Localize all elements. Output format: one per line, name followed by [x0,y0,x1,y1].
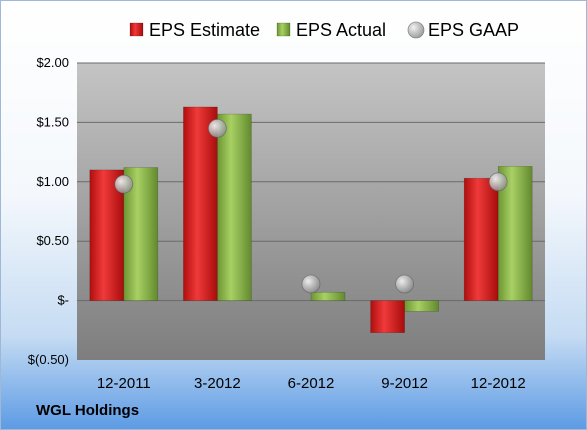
y-tick-label: $2.00 [36,55,69,70]
y-tick-label: $- [57,293,69,308]
x-category-label: 9-2012 [381,375,428,392]
y-tick-label: $1.00 [36,174,69,189]
x-category-label: 12-2012 [471,375,526,392]
y-axis-ticks: $2.00 $1.50 $1.00 $0.50 $- $(0.50) [28,55,69,367]
legend: EPS Estimate EPS Actual EPS GAAP [129,20,519,40]
y-tick-label: $1.50 [36,114,69,129]
marker-eps-gaap-9-2012 [395,274,415,294]
company-name: WGL Holdings [36,402,140,419]
x-axis-categories: 12-2011 3-2012 6-2012 9-2012 12-2012 [97,375,526,392]
y-tick-label: $(0.50) [28,352,69,367]
marker-eps-gaap-3-2012 [207,118,227,138]
legend-swatch-eps-actual [276,22,291,37]
legend-label-eps-estimate: EPS Estimate [149,20,260,40]
bar-eps-estimate-12-2011 [89,169,125,301]
marker-eps-gaap-12-2011 [114,174,134,194]
bar-eps-estimate-12-2012 [463,177,499,301]
legend-swatch-eps-gaap [407,21,425,39]
x-category-label: 12-2011 [97,375,151,392]
legend-label-eps-gaap: EPS GAAP [428,20,519,40]
bar-eps-actual-9-2012 [404,300,439,312]
gaap-markers [114,118,508,294]
bar-eps-estimate-9-2012 [370,300,405,333]
marker-eps-gaap-6-2012 [301,274,321,294]
marker-eps-gaap-12-2012 [488,172,508,192]
bar-eps-estimate-3-2012 [183,106,218,301]
x-category-label: 6-2012 [288,375,335,392]
y-tick-label: $0.50 [36,233,69,248]
legend-label-eps-actual: EPS Actual [296,20,386,40]
legend-swatch-eps-estimate [129,22,144,37]
bar-eps-actual-6-2012 [310,291,346,301]
x-category-label: 3-2012 [194,375,241,392]
bar-eps-actual-3-2012 [217,113,252,301]
